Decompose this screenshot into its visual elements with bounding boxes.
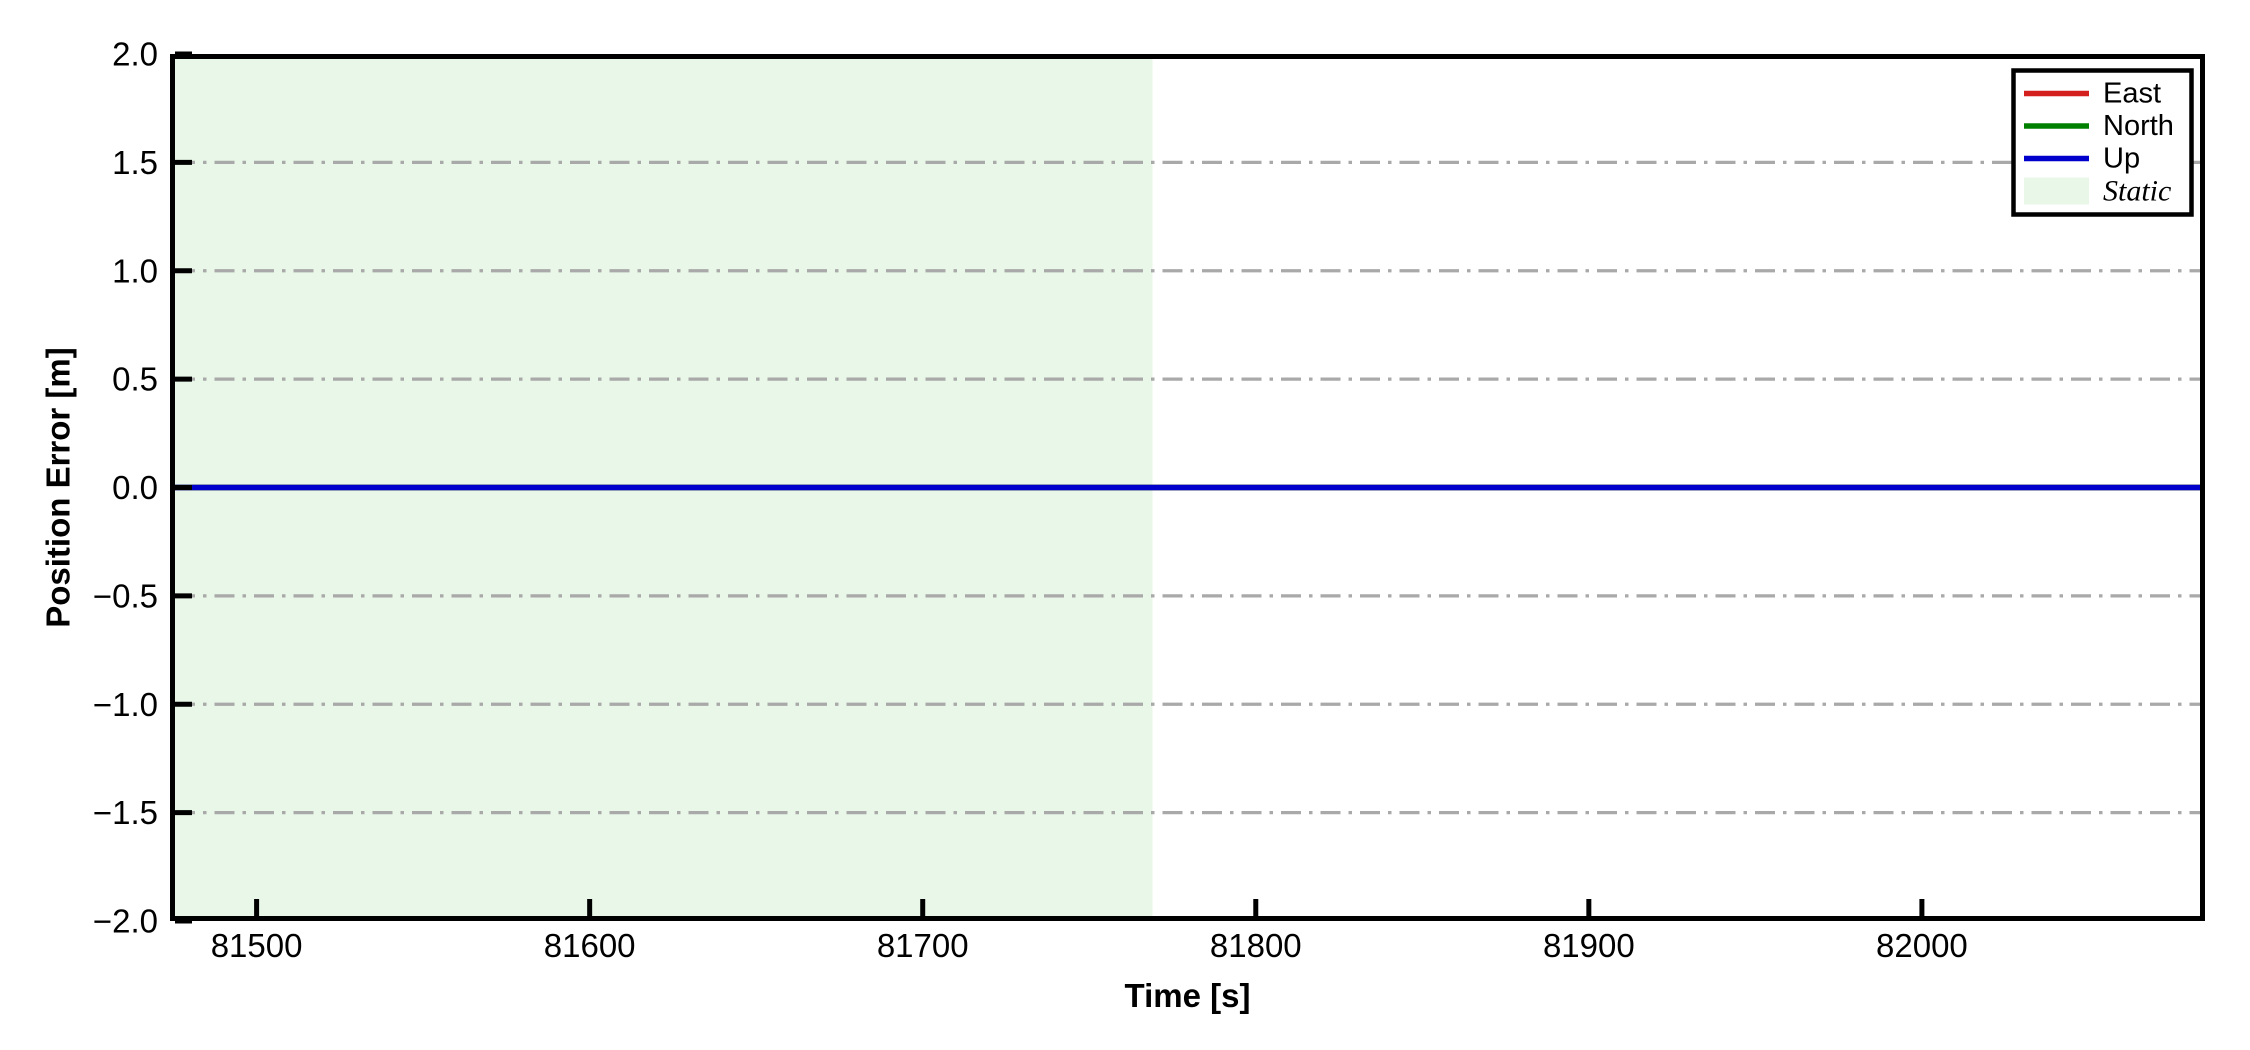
y-tick-label: 2.0 [112, 36, 158, 73]
y-axis-label: Position Error [m] [40, 347, 77, 628]
y-tick-label: 0.0 [112, 469, 158, 506]
legend-label-north: North [2103, 110, 2174, 142]
y-tick-label: −2.0 [93, 903, 158, 940]
x-tick-label: 81800 [1210, 927, 1302, 964]
legend-entry-up: Up [2024, 143, 2140, 175]
legend-entry-east: East [2024, 78, 2161, 110]
y-tick-label: 0.5 [112, 361, 158, 398]
legend-label-east: East [2103, 78, 2161, 110]
static-patch-sample-icon [2024, 177, 2089, 205]
x-tick-label: 81700 [877, 927, 969, 964]
y-tick-label: −1.0 [93, 686, 158, 723]
legend: East North Up Static [2011, 68, 2194, 217]
legend-entry-north: North [2024, 110, 2174, 142]
x-tick-label: 81500 [211, 927, 303, 964]
y-tick-label: 1.5 [112, 144, 158, 181]
y-tick-label: −1.5 [93, 794, 158, 831]
legend-label-up: Up [2103, 143, 2140, 175]
plot-border [170, 54, 2205, 921]
x-tick-label: 81600 [544, 927, 636, 964]
tick-label-layer: 81500 81600 81700 81800 81900 82000 2.0 1.5 1.0 0… [93, 36, 1968, 965]
legend-label-static: Static [2103, 175, 2171, 208]
y-tick-label: 1.0 [112, 252, 158, 289]
x-tick-label: 81900 [1543, 927, 1635, 964]
y-tick-label: −0.5 [93, 577, 158, 614]
x-axis-label: Time [s] [1125, 977, 1251, 1014]
x-tick-label: 82000 [1876, 927, 1968, 964]
axes-layer [170, 51, 2205, 924]
legend-entry-static: Static [2024, 175, 2171, 208]
